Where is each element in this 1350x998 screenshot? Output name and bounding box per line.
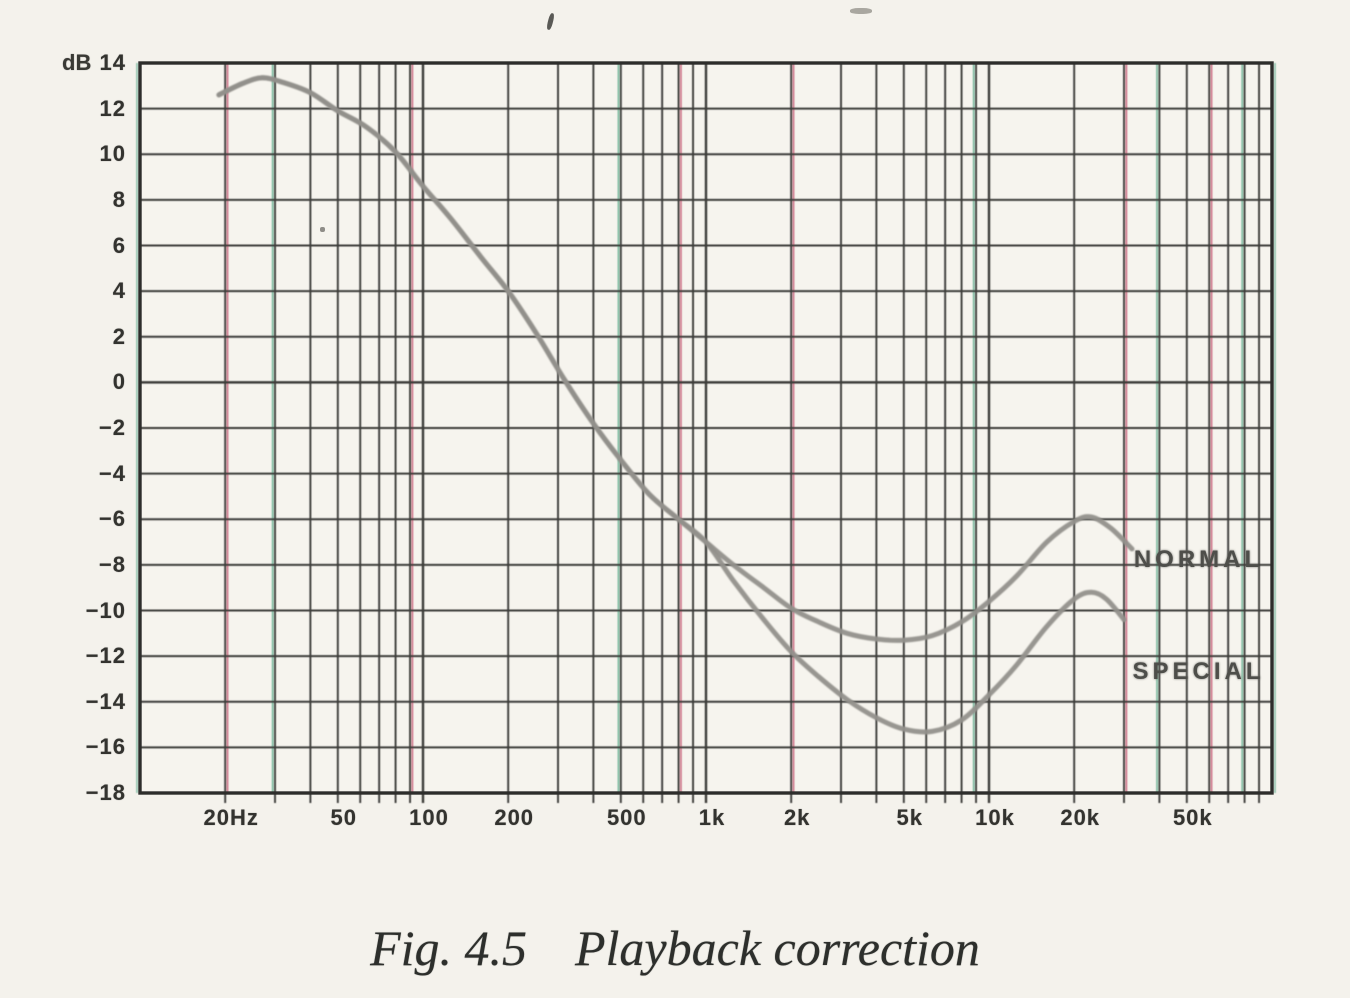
frequency-response-chart — [136, 61, 1276, 803]
scan-artifact — [850, 8, 872, 14]
figure-caption: Fig. 4.5 Playback correction — [0, 903, 1350, 993]
response-curves — [216, 75, 1135, 735]
x-tick-label: 50 — [330, 805, 358, 830]
x-tick-label: 20Hz — [203, 805, 259, 830]
y-tick-label: 2 — [112, 323, 126, 349]
x-tick-label: 2k — [783, 805, 811, 830]
y-tick-label: −16 — [85, 734, 126, 760]
x-tick-label: 1k — [698, 805, 726, 830]
y-tick-label: 10 — [99, 141, 126, 167]
y-tick-label: −10 — [85, 597, 126, 623]
y-tick-label: −14 — [85, 688, 126, 714]
y-tick-label: −8 — [98, 551, 126, 577]
playback-correction-figure: dB 14 12 10 8 6 4 2 0 −2 −4 −6 −8 −10 −12 −14 −16 −18 20H… — [62, 50, 1276, 830]
figure-title: Playback correction — [575, 920, 980, 976]
y-axis-unit-label: dB — [62, 50, 92, 75]
y-tick-label: 8 — [112, 186, 126, 212]
y-tick-label: −12 — [85, 643, 126, 669]
y-tick-label: 0 — [112, 369, 126, 395]
y-tick-label: −18 — [85, 780, 126, 805]
x-tick-label: 500 — [606, 805, 647, 830]
y-tick-label: −4 — [98, 460, 126, 486]
y-tick-label: 4 — [112, 278, 126, 304]
curve-label-special: SPECIAL — [1132, 658, 1265, 686]
y-tick-label: −2 — [98, 415, 126, 440]
x-tick-label: 10k — [975, 805, 1015, 830]
x-tick-label: 5k — [896, 805, 924, 830]
y-tick-label: 14 — [99, 50, 126, 75]
x-tick-label: 50k — [1172, 805, 1213, 830]
y-tick-label: 6 — [112, 232, 126, 258]
curve-special — [216, 75, 1127, 735]
scan-artifact — [320, 227, 325, 232]
x-tick-label: 200 — [494, 805, 535, 830]
y-tick-label: 12 — [99, 95, 126, 121]
x-tick-label: 20k — [1060, 805, 1101, 830]
scan-artifact — [560, 536, 565, 541]
grid-lines — [136, 63, 1276, 803]
figure-number: Fig. 4.5 — [370, 920, 527, 976]
curve-label-normal: NORMAL — [1133, 546, 1264, 574]
y-tick-label: −6 — [98, 506, 126, 532]
x-tick-label: 100 — [409, 805, 449, 830]
